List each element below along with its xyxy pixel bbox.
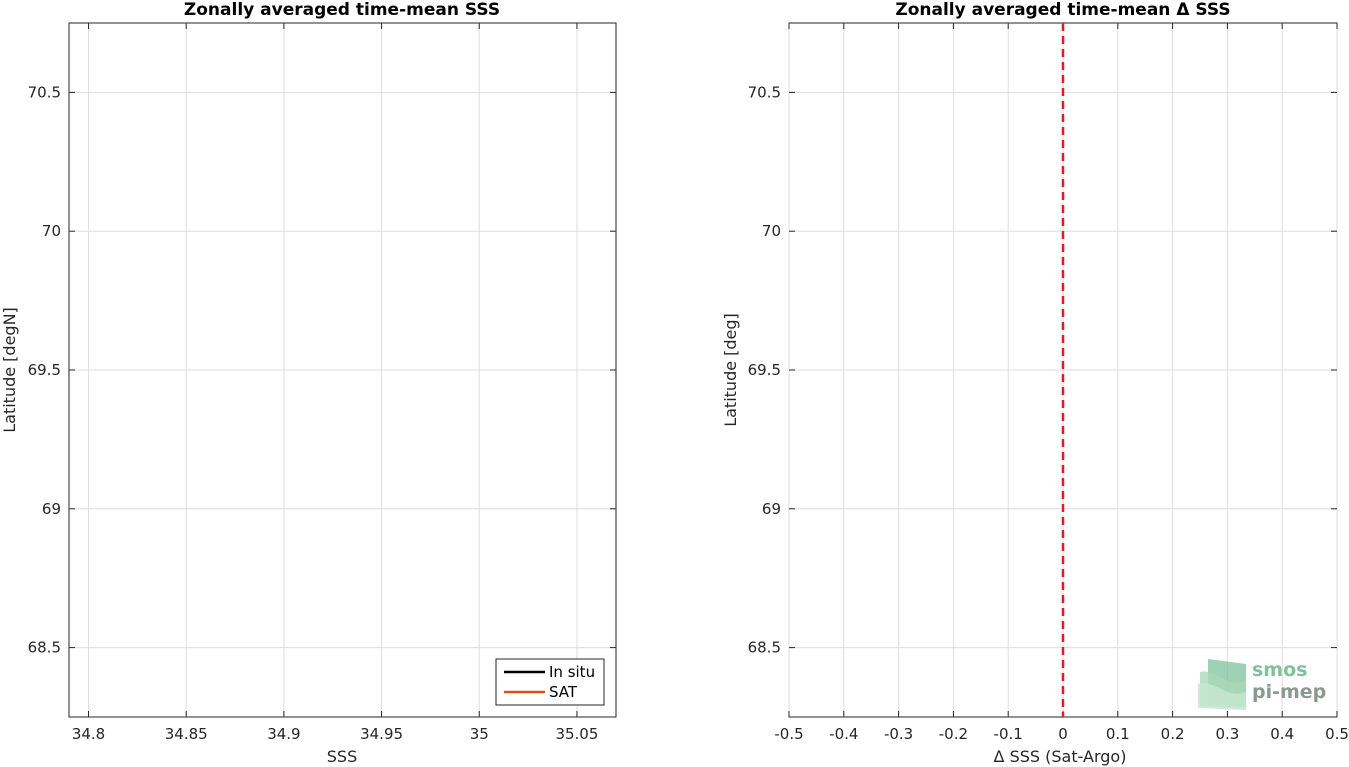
y-tick-label: 69.5 — [28, 361, 61, 379]
tick-marks — [69, 23, 616, 717]
legend-label-insitu: In situ — [549, 663, 595, 681]
x-tick-label: 0.4 — [1270, 725, 1294, 743]
legend: In situ SAT — [495, 658, 605, 706]
x-tick-label: 34.9 — [267, 725, 300, 743]
x-tick-label: 35.05 — [555, 725, 598, 743]
x-axis-label: SSS — [327, 747, 357, 766]
y-tick-labels: 68.5 69 69.5 70 70.5 — [748, 83, 781, 656]
y-tick-label: 69 — [762, 500, 781, 518]
x-tick-label: -0.5 — [774, 725, 803, 743]
smos-pi-mep-logo: smos pi-mep — [1198, 659, 1326, 710]
panel-delta-sss: -0.5 -0.4 -0.3 -0.2 -0.1 0 0.1 0.2 0.3 0.4 0.5 68.… — [721, 0, 1349, 766]
y-tick-label: 68.5 — [748, 639, 781, 657]
y-tick-label: 69 — [42, 500, 61, 518]
x-tick-label: 34.95 — [360, 725, 403, 743]
x-tick-label: 34.8 — [72, 725, 105, 743]
y-tick-label: 70.5 — [748, 83, 781, 101]
grid — [69, 23, 616, 717]
y-tick-label: 70 — [762, 222, 781, 240]
x-tick-label: -0.1 — [994, 725, 1023, 743]
x-tick-label: 0 — [1058, 725, 1068, 743]
chart-title: Zonally averaged time-mean Δ SSS — [895, 0, 1230, 20]
x-tick-label: 0.5 — [1325, 725, 1349, 743]
x-tick-label: -0.2 — [939, 725, 968, 743]
y-tick-labels: 68.5 69 69.5 70 70.5 — [28, 83, 61, 656]
legend-label-sat: SAT — [549, 683, 578, 701]
x-tick-label: -0.4 — [829, 725, 858, 743]
y-tick-label: 68.5 — [28, 639, 61, 657]
y-tick-label: 70.5 — [28, 83, 61, 101]
legend-box — [495, 658, 605, 706]
x-tick-label: -0.3 — [884, 725, 913, 743]
logo-text-pimep: pi-mep — [1252, 681, 1326, 703]
chart-title: Zonally averaged time-mean SSS — [184, 0, 500, 20]
x-tick-label: 0.2 — [1161, 725, 1185, 743]
y-axis-label: Latitude [degN] — [0, 307, 19, 433]
x-tick-labels: -0.5 -0.4 -0.3 -0.2 -0.1 0 0.1 0.2 0.3 0.4 0.5 — [774, 725, 1349, 743]
x-tick-label: 0.1 — [1106, 725, 1130, 743]
x-axis-label: Δ SSS (Sat-Argo) — [994, 747, 1127, 766]
y-tick-label: 70 — [42, 222, 61, 240]
panel-sss: 34.8 34.85 34.9 34.95 35 35.05 68.5 69 69.5 70 70… — [0, 0, 617, 766]
y-tick-label: 69.5 — [748, 361, 781, 379]
y-axis-label: Latitude [deg] — [721, 313, 740, 427]
x-tick-labels: 34.8 34.85 34.9 34.95 35 35.05 — [72, 725, 599, 743]
logo-wave-icon — [1198, 659, 1246, 710]
x-tick-label: 35 — [470, 725, 489, 743]
logo-text-smos: smos — [1252, 659, 1307, 681]
x-tick-label: 0.3 — [1215, 725, 1239, 743]
x-tick-label: 34.85 — [165, 725, 208, 743]
